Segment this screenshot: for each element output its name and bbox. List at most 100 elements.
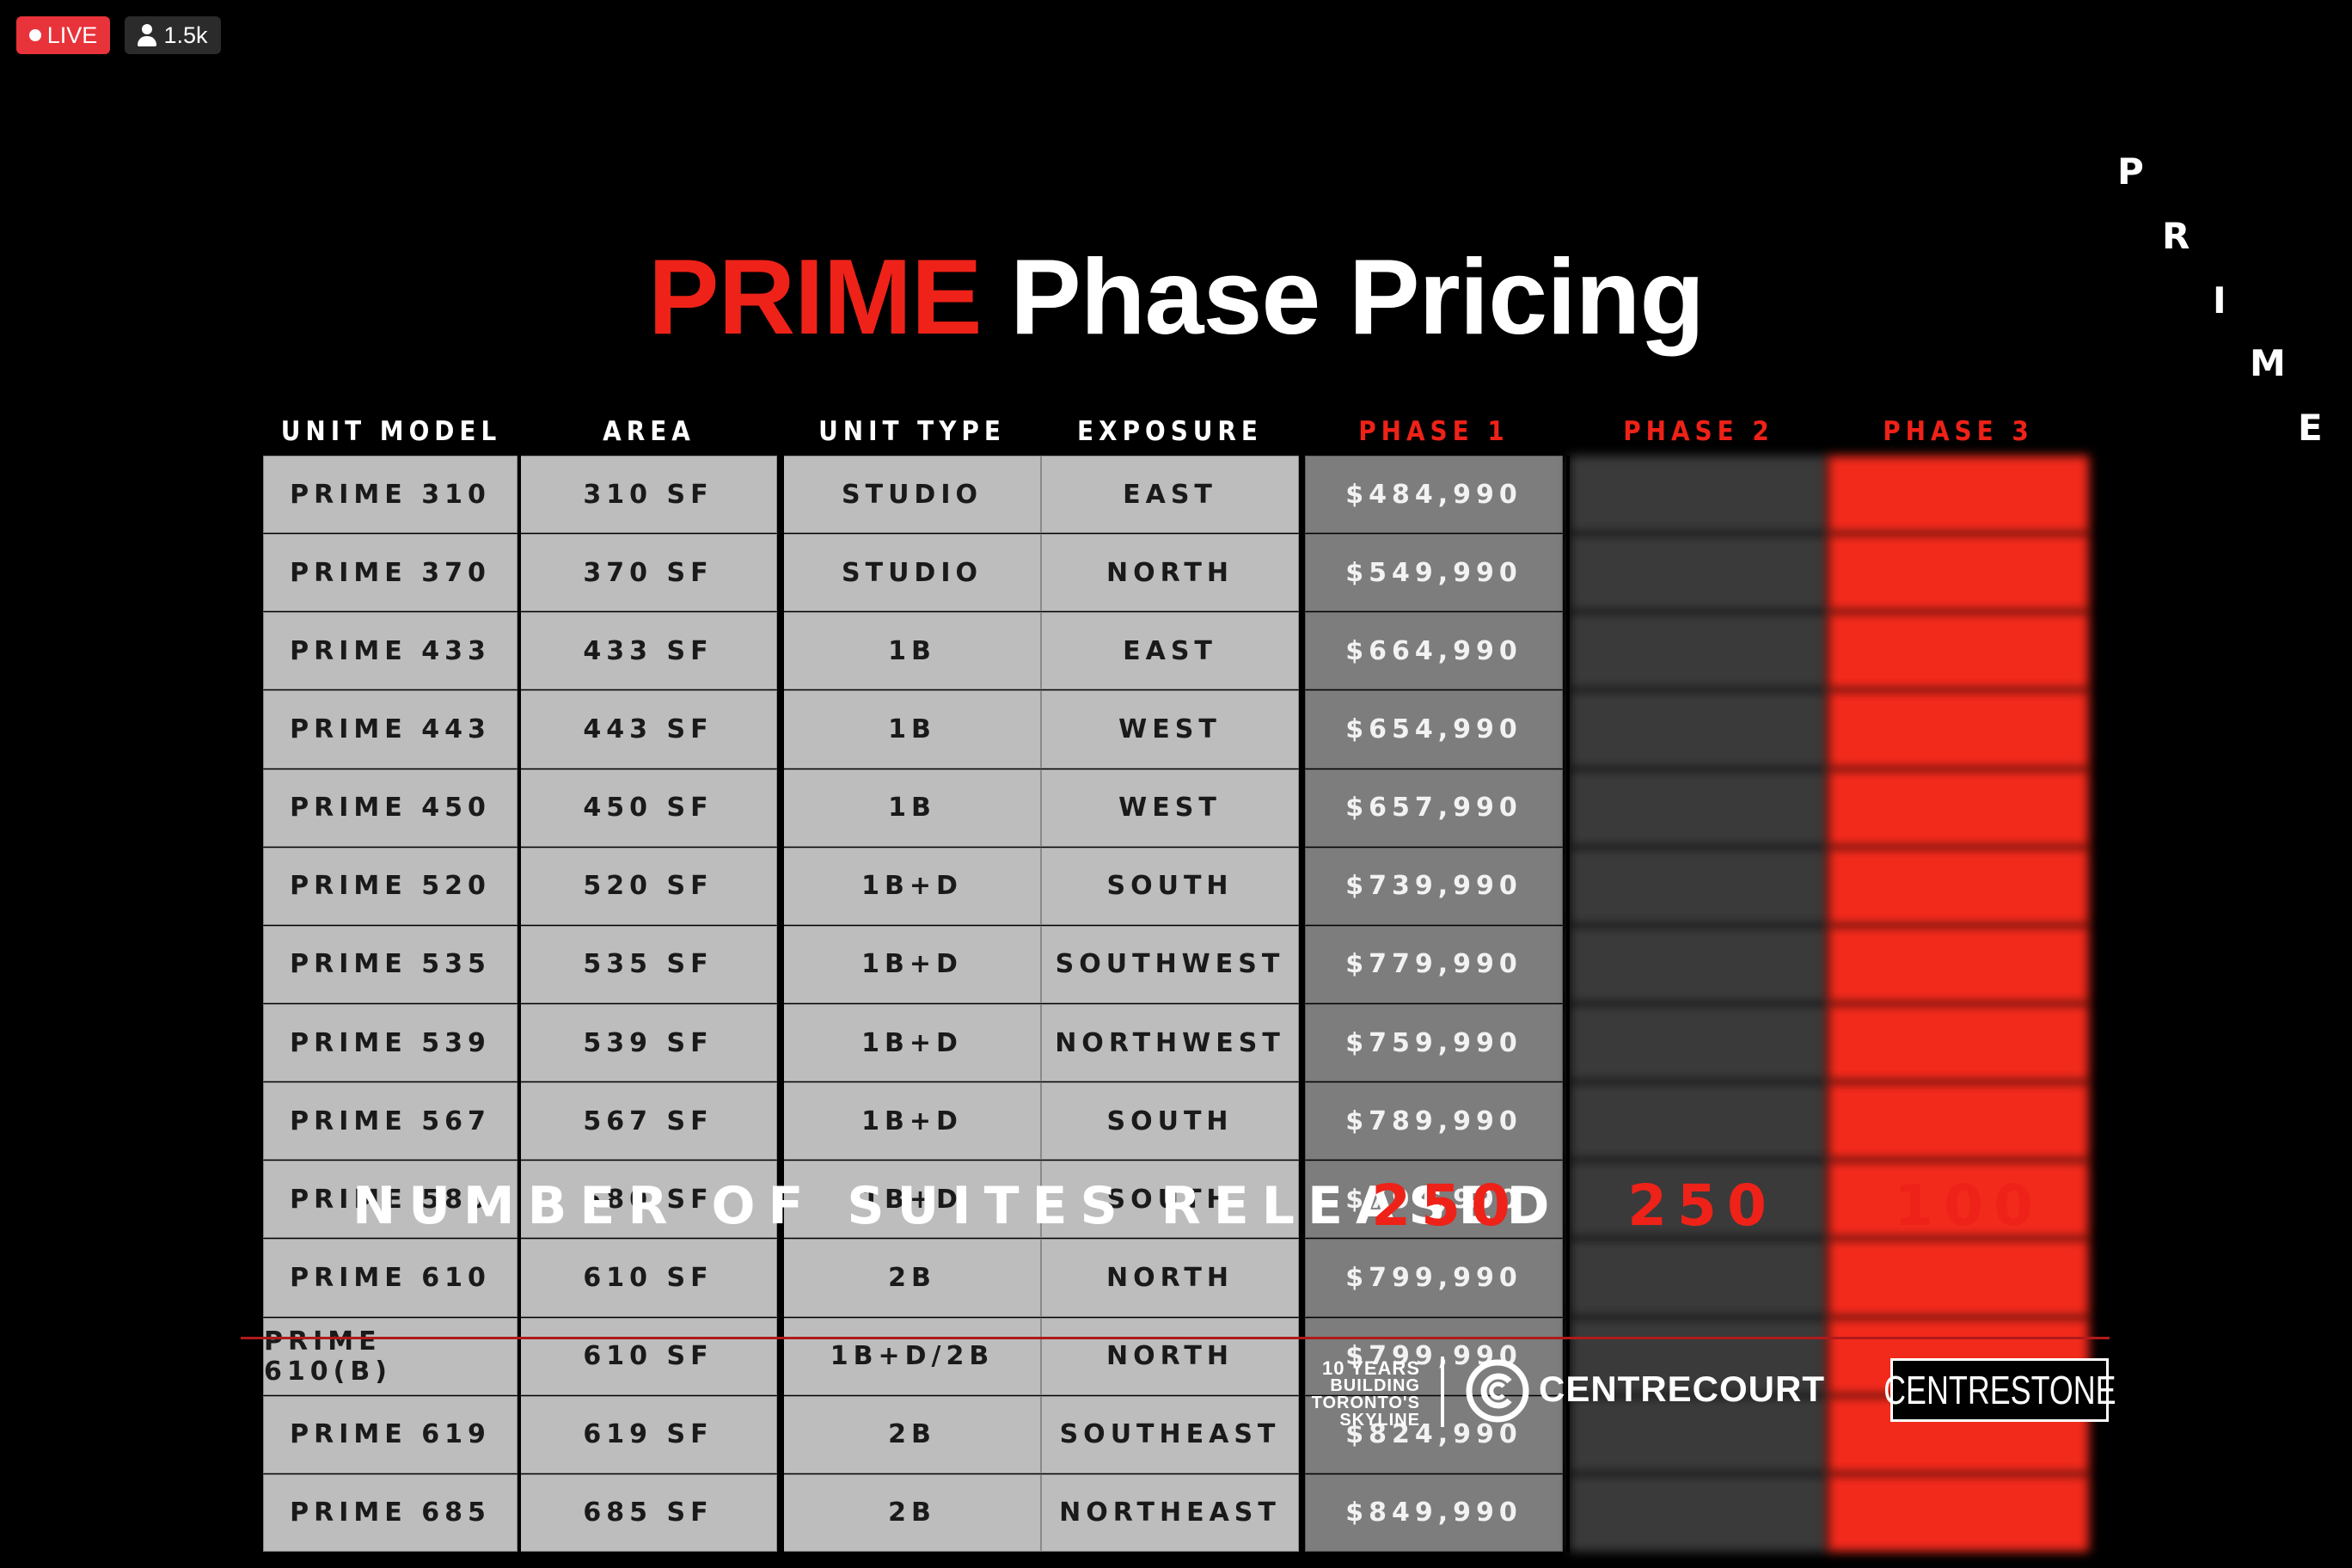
logo-letter: I — [2213, 279, 2226, 322]
table-row: PRIME 619 619 SF 2B SOUTHEAST $824,990 — [263, 1395, 2089, 1474]
cell-exposure: SOUTHWEST — [1041, 925, 1299, 1003]
ten-years-tagline: 10 YEARS BUILDING TORONTO'S SKYLINE — [1289, 1357, 1420, 1430]
cell-phase-2-hidden — [1570, 1239, 1828, 1317]
cell-phase-2-hidden — [1570, 1004, 1828, 1082]
cell-area: 535 SF — [519, 925, 777, 1003]
header-area: AREA — [603, 416, 695, 447]
logo-letter: R — [2162, 215, 2190, 257]
phase-1-suites: 250 — [1371, 1173, 1521, 1239]
cell-exposure: SOUTH — [1041, 1161, 1299, 1239]
cell-unit-type: 2B — [783, 1239, 1041, 1317]
table-row: PRIME 520 520 SF 1B+D SOUTH $739,990 — [263, 847, 2089, 926]
column-divider — [781, 456, 784, 1553]
cell-unit-model: PRIME 450 — [263, 769, 518, 847]
cell-exposure: SOUTH — [1041, 1082, 1299, 1161]
tagline-line: SKYLINE — [1339, 1411, 1420, 1430]
cell-unit-type: 1B+D — [783, 847, 1041, 925]
table-row: PRIME 539 539 SF 1B+D NORTHWEST $759,990 — [263, 1004, 2089, 1082]
table-row: PRIME 685 685 SF 2B NORTHEAST $849,990 — [263, 1473, 2089, 1553]
cell-area: 520 SF — [519, 847, 777, 925]
cell-phase-1: $794,990 — [1305, 1161, 1563, 1239]
cell-unit-model: PRIME 610(B) — [263, 1317, 518, 1395]
cell-area: 567 SF — [519, 1082, 777, 1161]
viewer-count: 1.5k — [163, 21, 208, 48]
table-row: PRIME 443 443 SF 1B WEST $654,990 — [263, 690, 2089, 769]
tagline-line: 10 YEARS — [1322, 1357, 1420, 1379]
cell-unit-model: PRIME 310 — [263, 456, 518, 534]
live-dot-icon — [28, 29, 41, 41]
cell-unit-type: 1B — [783, 769, 1041, 847]
header-phase-1: PHASE 1 — [1358, 416, 1510, 447]
cell-unit-type: 1B+D/2B — [783, 1317, 1041, 1395]
centrestone-logo: CENTRESTONE — [1883, 1358, 2116, 1422]
cell-unit-type: STUDIO — [783, 534, 1041, 612]
cell-unit-model: PRIME 443 — [263, 690, 518, 769]
cell-exposure: NORTH — [1041, 534, 1299, 612]
suites-released-label: NUMBER OF SUITES RELEASED — [352, 1176, 1563, 1236]
cell-phase-1: $654,990 — [1305, 690, 1563, 769]
cell-area: 610 SF — [519, 1239, 777, 1317]
cell-unit-model: PRIME 370 — [263, 534, 518, 612]
cell-phase-3-hidden — [1828, 612, 2089, 690]
cell-exposure: NORTHEAST — [1041, 1473, 1299, 1552]
tagline-line: TORONTO'S — [1311, 1393, 1420, 1412]
cell-phase-2-hidden — [1570, 1082, 1828, 1161]
cell-phase-2-hidden — [1570, 769, 1828, 847]
cell-unit-model: PRIME 433 — [263, 612, 518, 690]
logo-letter: M — [2250, 342, 2286, 384]
cell-phase-2-hidden — [1570, 1317, 1828, 1395]
column-divider — [1302, 456, 1305, 1553]
cell-exposure: SOUTH — [1041, 847, 1299, 925]
cell-unit-type: 2B — [783, 1395, 1041, 1473]
cell-exposure: SOUTHEAST — [1041, 1395, 1299, 1473]
cell-exposure: NORTHWEST — [1041, 1004, 1299, 1082]
page-title: PRIME Phase Pricing — [0, 236, 2352, 358]
cell-area: 450 SF — [519, 769, 777, 847]
cell-area: 433 SF — [519, 612, 777, 690]
live-badge[interactable]: LIVE — [16, 16, 110, 54]
cell-phase-1: $739,990 — [1305, 847, 1563, 925]
cell-phase-3-hidden — [1828, 1473, 2089, 1552]
cell-phase-1: $657,990 — [1305, 769, 1563, 847]
cell-phase-2-hidden — [1570, 1473, 1828, 1552]
cell-phase-1: $484,990 — [1305, 456, 1563, 534]
cell-exposure: NORTH — [1041, 1317, 1299, 1395]
cell-phase-2-hidden — [1570, 612, 1828, 690]
table-row: PRIME 567 567 SF 1B+D SOUTH $789,990 — [263, 1082, 2089, 1161]
cell-unit-model: PRIME 539 — [263, 1004, 518, 1082]
cell-phase-1: $549,990 — [1305, 534, 1563, 612]
column-divider — [519, 456, 521, 1553]
cell-phase-3-hidden — [1828, 1004, 2089, 1082]
cell-area: 580 SF — [519, 1161, 777, 1239]
logo-letter: P — [2117, 150, 2144, 193]
title-rest: Phase Pricing — [1010, 238, 1705, 357]
cell-area: 685 SF — [519, 1473, 777, 1552]
cell-phase-2-hidden — [1570, 690, 1828, 769]
table-row: PRIME 535 535 SF 1B+D SOUTHWEST $779,990 — [263, 925, 2089, 1004]
cell-unit-type: 1B+D — [783, 1161, 1041, 1239]
cell-phase-3-hidden — [1828, 690, 2089, 769]
cell-phase-2-hidden — [1570, 847, 1828, 925]
cell-phase-1: $664,990 — [1305, 612, 1563, 690]
centrestone-wordmark: CENTRESTONE — [1883, 1368, 2116, 1412]
cell-unit-model: PRIME 535 — [263, 925, 518, 1003]
cell-phase-2-hidden — [1570, 456, 1828, 534]
header-unit-model: UNIT MODEL — [280, 416, 502, 447]
cell-unit-type: 1B+D — [783, 1004, 1041, 1082]
cell-unit-model: PRIME 685 — [263, 1473, 518, 1552]
live-label: LIVE — [46, 21, 98, 48]
column-divider — [1566, 456, 1570, 1553]
cell-unit-model: PRIME 619 — [263, 1395, 518, 1473]
viewer-count-badge[interactable]: 1.5k — [125, 16, 221, 54]
cell-area: 370 SF — [519, 534, 777, 612]
cell-unit-type: 1B — [783, 612, 1041, 690]
cell-exposure: WEST — [1041, 690, 1299, 769]
header-exposure: EXPOSURE — [1077, 416, 1263, 447]
header-phase-3: PHASE 3 — [1883, 416, 2034, 447]
cell-unit-model: PRIME 520 — [263, 847, 518, 925]
table-row: PRIME 610 610 SF 2B NORTH $799,990 — [263, 1239, 2089, 1317]
cell-exposure: EAST — [1041, 456, 1299, 534]
cell-area: 610 SF — [519, 1317, 777, 1395]
cell-phase-3-hidden — [1828, 1239, 2089, 1317]
